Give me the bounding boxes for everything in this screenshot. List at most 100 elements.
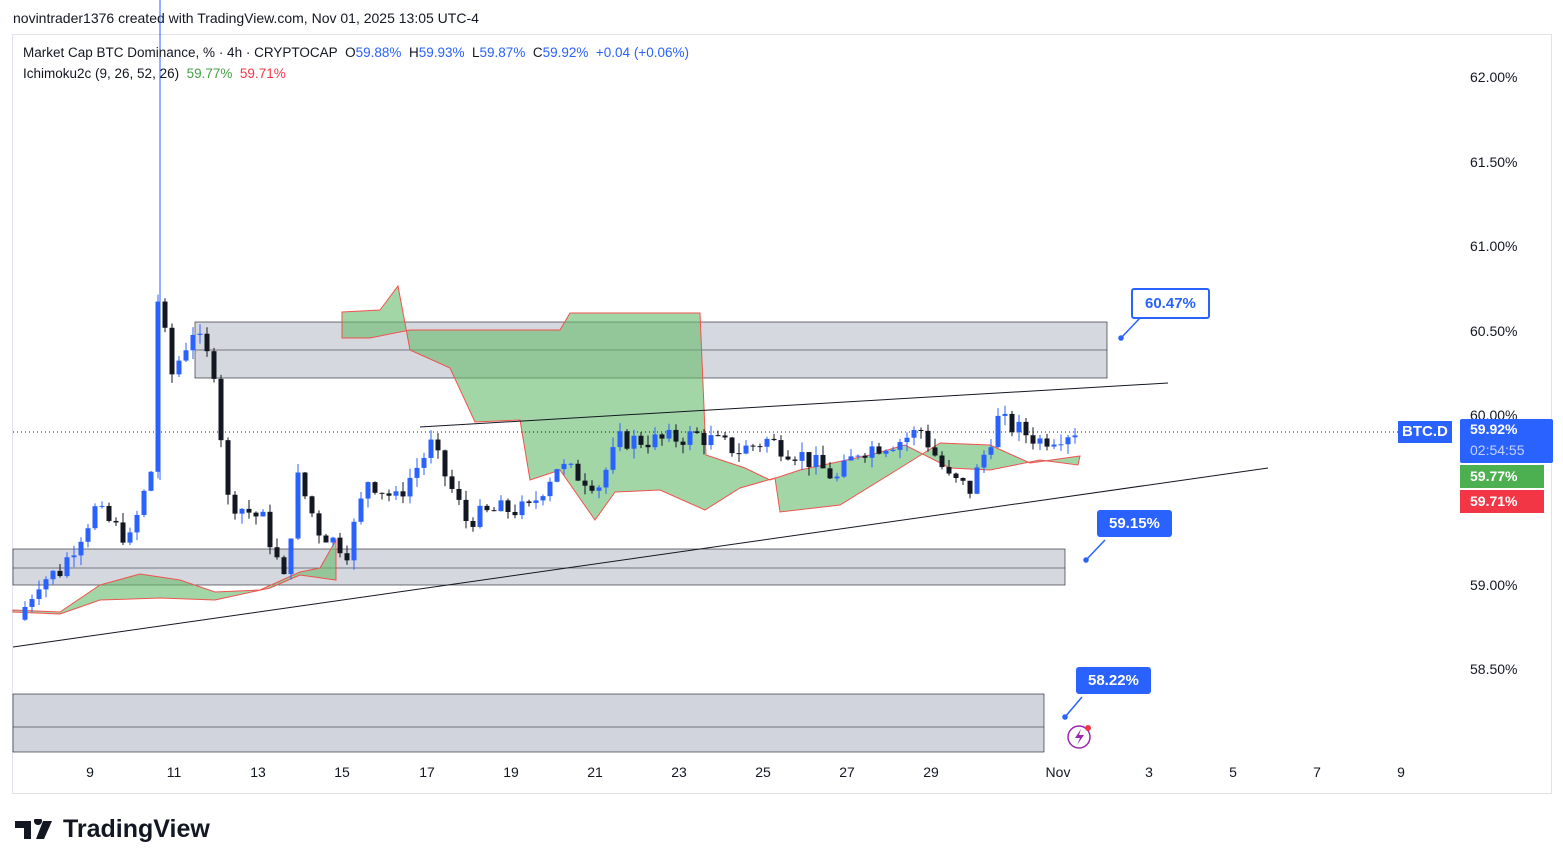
span-a-value: 59.77%	[186, 66, 233, 81]
last-price: 59.92%	[1470, 421, 1518, 437]
candle-body	[722, 435, 728, 438]
candle-body	[211, 351, 217, 379]
level-callout-58-22[interactable]: 58.22%	[1076, 667, 1151, 694]
candle-body	[750, 445, 756, 447]
logo-text: TradingView	[63, 815, 210, 843]
candle-body	[393, 491, 399, 496]
chart-pane[interactable]	[12, 34, 1552, 794]
tradingview-logo[interactable]: TradingView	[15, 815, 210, 844]
candle-body	[988, 447, 994, 455]
time-tick: 5	[1229, 764, 1237, 780]
price-tick: 59.00%	[1470, 577, 1518, 593]
candle-body	[855, 455, 861, 457]
time-tick: 21	[587, 764, 603, 780]
candle-body	[92, 506, 98, 529]
candle-body	[960, 477, 966, 481]
candle-body	[526, 501, 532, 504]
candle-body	[610, 447, 616, 470]
candle-body	[743, 445, 749, 454]
candle-body	[575, 463, 581, 481]
candle-body	[36, 589, 42, 600]
price-tick: 61.50%	[1470, 154, 1518, 170]
candle-body	[477, 505, 483, 527]
candle-body	[652, 434, 658, 448]
candle-body	[456, 488, 462, 500]
candle-body	[260, 511, 266, 517]
candle-body	[29, 599, 35, 607]
candle-body	[183, 350, 189, 361]
candle-body	[848, 456, 854, 461]
candle-body	[680, 441, 686, 445]
time-tick: 7	[1313, 764, 1321, 780]
candle-body	[603, 469, 609, 488]
candle-body	[953, 473, 959, 478]
flash-icon[interactable]	[1067, 725, 1091, 749]
candle-body	[561, 463, 567, 470]
candle-body	[869, 446, 875, 458]
candle-body	[309, 496, 315, 514]
time-tick: 11	[166, 764, 182, 780]
time-tick: 29	[923, 764, 939, 780]
indicator-legend[interactable]: Ichimoku2c (9, 26, 52, 26) 59.77% 59.71%	[23, 66, 286, 81]
candle-body	[694, 431, 700, 433]
candle-body	[540, 496, 546, 501]
candle-body	[687, 431, 693, 445]
candle-body	[582, 480, 588, 486]
time-tick: Nov	[1045, 764, 1071, 780]
candle-body	[414, 467, 420, 478]
candle-body	[939, 455, 945, 468]
candle-body	[862, 455, 868, 458]
candle-body	[1044, 438, 1050, 447]
candle-body	[141, 490, 147, 515]
candle-body	[785, 456, 791, 460]
candle-body	[169, 327, 175, 375]
time-tick: 23	[671, 764, 687, 780]
price-tick: 62.00%	[1470, 69, 1518, 85]
candle-body	[71, 555, 77, 558]
candle-body	[932, 447, 938, 456]
candle-body	[708, 435, 714, 446]
candle-body	[505, 500, 511, 512]
span-b-tag: 59.71%	[1460, 490, 1544, 513]
candle-body	[64, 557, 70, 577]
candle-body	[204, 333, 210, 352]
level-callout-60-47[interactable]: 60.47%	[1131, 288, 1210, 319]
candle-body	[645, 444, 651, 448]
low-label: L	[472, 45, 480, 60]
candle-body	[295, 472, 301, 539]
tv-logo-icon	[15, 818, 52, 839]
high-label: H	[408, 45, 419, 60]
candle-body	[267, 511, 273, 548]
candle-body	[736, 453, 742, 455]
time-tick: 15	[334, 764, 350, 780]
candle-body	[274, 547, 280, 558]
candle-body	[442, 450, 448, 477]
candle-body	[148, 471, 154, 491]
candle-body	[1058, 444, 1064, 446]
candle-body	[995, 415, 1001, 448]
candle-body	[463, 499, 469, 522]
candle-body	[253, 512, 259, 517]
level-callout-59-15[interactable]: 59.15%	[1097, 510, 1172, 537]
time-tick: 3	[1145, 764, 1153, 780]
candle-body	[155, 301, 161, 472]
candle-body	[85, 528, 91, 542]
price-tick: 60.50%	[1470, 323, 1518, 339]
candle-body	[799, 452, 805, 461]
candle-body	[974, 467, 980, 494]
span-b-value: 59.71%	[239, 66, 286, 81]
candle-body	[232, 494, 238, 514]
candle-body	[617, 431, 623, 448]
candle-body	[127, 532, 133, 543]
candle-body	[302, 472, 308, 497]
candle-body	[533, 500, 539, 504]
series-legend[interactable]: Market Cap BTC Dominance, % · 4h · CRYPT…	[23, 45, 689, 60]
candle-body	[911, 430, 917, 438]
bar-countdown: 02:54:55	[1470, 442, 1525, 458]
candle-body	[701, 432, 707, 446]
candle-body	[337, 537, 343, 554]
candle-body	[946, 467, 952, 474]
candle-body	[1002, 413, 1008, 416]
candle-body	[281, 557, 287, 575]
